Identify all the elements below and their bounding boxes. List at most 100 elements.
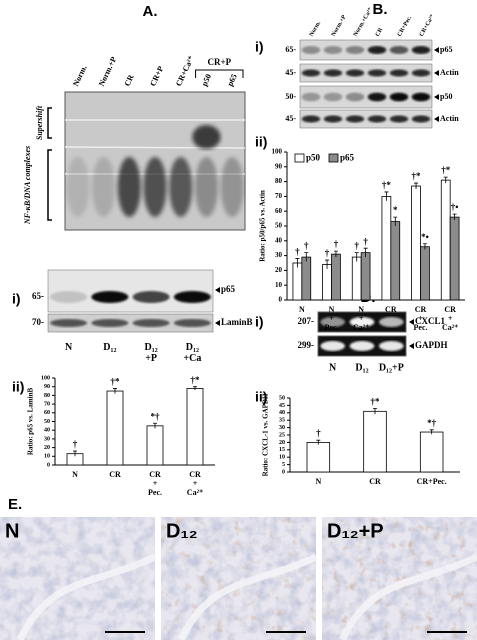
- lane-label: D₁₂ +Ca: [183, 342, 201, 364]
- y-tick-label: 90: [44, 384, 50, 390]
- significance-label: †*: [111, 377, 121, 387]
- blot-band: [345, 69, 365, 77]
- micrograph-stain: [161, 517, 316, 640]
- x-tick-label-line: N: [315, 477, 321, 486]
- blot-band: [379, 341, 404, 351]
- x-tick-label-line: CR: [109, 470, 121, 479]
- y-tick-label: 25: [279, 432, 285, 438]
- x-tick-label: N + Ca²⁺: [353, 305, 369, 332]
- y-tick-label: 60: [275, 207, 283, 215]
- significance-label: *†: [151, 411, 161, 421]
- blot-band: [389, 92, 409, 102]
- blot-smear: [143, 157, 167, 217]
- y-tick-label: 35: [279, 418, 285, 424]
- supershift-band: [192, 125, 221, 149]
- x-tick-label: CR + Ca²⁺: [442, 305, 458, 332]
- blot-band: [91, 319, 129, 327]
- error-bar: [304, 252, 309, 262]
- y-tick-label: 50: [275, 222, 283, 230]
- arrowhead: [215, 287, 220, 293]
- blot-band: [411, 92, 431, 102]
- blot-smear: [117, 157, 141, 217]
- error-bar: [354, 252, 359, 262]
- subpanel-label: ii): [255, 134, 267, 150]
- lane-label: p50: [200, 73, 213, 88]
- bar: [390, 221, 401, 301]
- bar: [331, 253, 341, 301]
- y-tick-label: 40: [279, 410, 285, 416]
- size-marker: 65-: [32, 291, 44, 301]
- blot-smear: [66, 157, 90, 217]
- blot-smear: [220, 157, 244, 217]
- x-tick-label-line: +: [193, 479, 198, 488]
- lane-label: Norm.+P: [331, 14, 348, 38]
- y-tick-label: 20: [279, 440, 285, 446]
- x-tick-label-line: CR: [444, 305, 456, 314]
- subpanel-label: i): [12, 291, 21, 307]
- blot-smear: [169, 157, 193, 217]
- lane-label-line: D₁₂: [145, 342, 158, 353]
- y-tick-label: 50: [44, 419, 50, 425]
- y-tick-label: 40: [275, 236, 283, 244]
- y-tick-label: 0: [279, 296, 283, 304]
- error-bar: [333, 250, 338, 258]
- x-tick-label: N + Pec.: [325, 305, 339, 332]
- panel-label: B.: [373, 1, 388, 18]
- lane-label: D₁₂+P: [379, 362, 404, 373]
- blot-smear: [92, 157, 116, 217]
- y-tick-label: 50: [279, 395, 285, 401]
- significance-label: †: [354, 241, 359, 251]
- error-bar: [73, 450, 77, 457]
- side-label: NF-κB/DNA complexes: [23, 146, 32, 225]
- blot-band: [389, 69, 409, 77]
- x-tick-label: CR+Pec.: [414, 305, 428, 332]
- x-tick-label: CR: [369, 477, 381, 486]
- band-label: p65: [221, 284, 236, 294]
- significance-label: †: [334, 239, 339, 249]
- arrowhead: [409, 319, 414, 325]
- significance-label: †: [304, 241, 309, 251]
- x-tick-label-line: CR: [369, 477, 381, 486]
- bar: [363, 410, 387, 473]
- legend-label: p65: [340, 153, 355, 163]
- bar: [411, 185, 421, 301]
- x-tick-label: CR + Ca²⁺: [187, 470, 203, 497]
- legend-swatch: [294, 153, 305, 163]
- error-bar: [443, 176, 448, 184]
- significance-label: *•: [421, 232, 429, 242]
- micrograph-stain: [322, 517, 477, 640]
- bar: [360, 252, 371, 301]
- error-bar: [153, 422, 157, 429]
- panel-label: A.: [143, 3, 158, 20]
- size-marker: 45-: [285, 114, 296, 123]
- x-tick-label: N: [72, 470, 78, 479]
- x-tick-label: CR+Pec.: [148, 470, 162, 497]
- lane-label: CR: [375, 27, 385, 38]
- arrowhead: [434, 47, 439, 53]
- error-bar: [452, 213, 457, 221]
- lane-label: D₁₂: [103, 342, 116, 353]
- error-bar: [429, 429, 434, 435]
- bar: [351, 256, 362, 301]
- x-tick-label: CR+Pec.: [417, 477, 447, 486]
- y-tick-label: 30: [44, 436, 50, 442]
- blot-band: [301, 69, 321, 77]
- x-tick-label-line: N: [72, 470, 78, 479]
- blot-band: [345, 92, 365, 102]
- x-tick-label-line: Ca²⁺: [442, 323, 458, 332]
- lane-label: CR+Pec.: [397, 15, 414, 38]
- significance-label: †: [363, 236, 368, 246]
- lane-label-line: D₁₂: [103, 342, 116, 353]
- blot-band: [349, 317, 375, 327]
- size-marker: 70-: [32, 317, 44, 327]
- significance-label: †: [73, 439, 78, 449]
- y-tick-label: 20: [275, 266, 283, 274]
- y-tick-label: 100: [272, 148, 283, 156]
- significance-label: †*: [191, 375, 201, 385]
- bar: [186, 388, 204, 466]
- significance-label: †*: [371, 396, 381, 406]
- significance-label: †*: [441, 165, 451, 175]
- lane-label: D₁₂+P: [145, 342, 158, 364]
- error-bar: [363, 247, 368, 258]
- error-bar: [295, 258, 300, 268]
